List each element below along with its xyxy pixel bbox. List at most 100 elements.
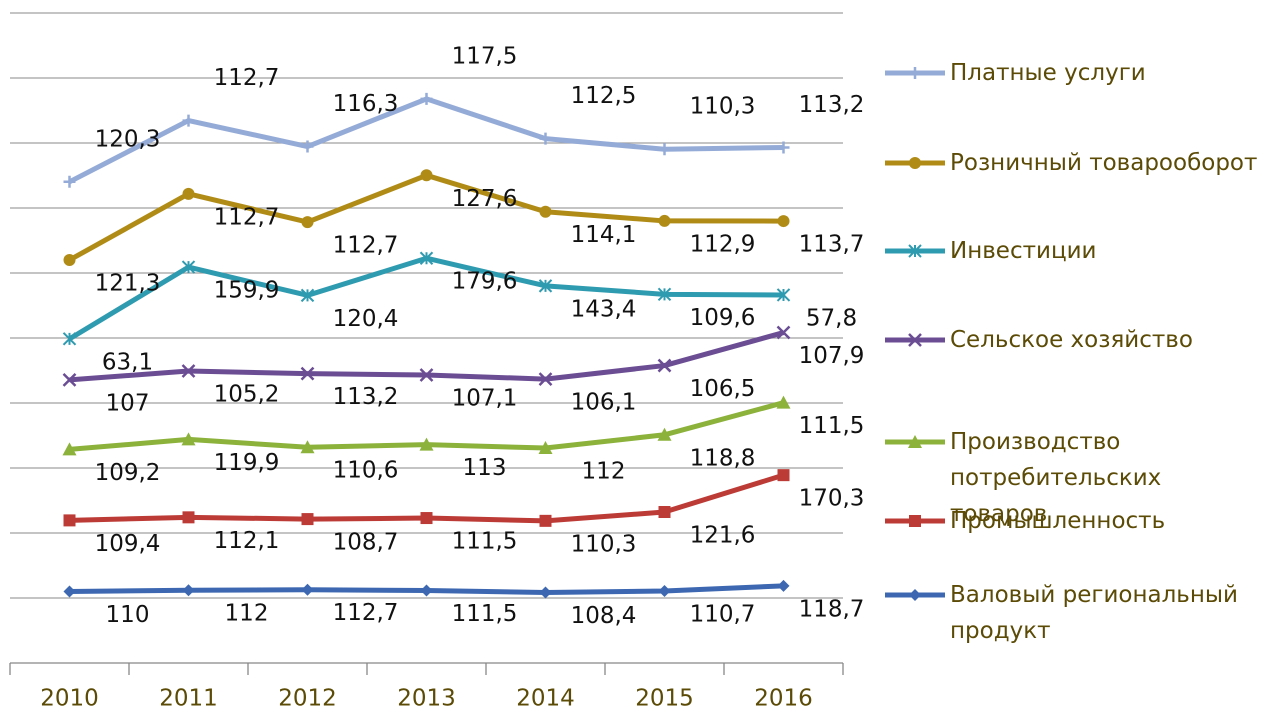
marker — [301, 140, 314, 153]
series-line — [69, 330, 785, 383]
marker — [300, 440, 315, 454]
marker — [539, 205, 552, 218]
marker — [776, 288, 791, 302]
data-label: 108,7 — [333, 530, 399, 556]
data-label: 111,5 — [799, 413, 865, 439]
marker — [62, 372, 77, 387]
data-label: 106,1 — [571, 390, 637, 416]
marker — [777, 141, 790, 154]
data-label: 121,3 — [95, 271, 161, 297]
data-label: 112,7 — [214, 204, 280, 230]
data-label: 114,1 — [571, 222, 637, 248]
legend-marker — [908, 435, 922, 448]
marker — [777, 215, 790, 228]
data-label: 159,9 — [214, 278, 280, 304]
marker — [420, 169, 433, 182]
data-label: 112,1 — [214, 528, 280, 554]
x-tick-label: 2016 — [754, 686, 813, 712]
marker — [300, 366, 315, 381]
x-tick-label: 2012 — [278, 686, 337, 712]
marker — [420, 512, 433, 525]
data-label: 118,8 — [690, 445, 756, 471]
data-label: 112 — [582, 459, 626, 485]
x-tick-label: 2015 — [635, 686, 694, 712]
marker — [62, 332, 77, 346]
legend-label: Инвестиции — [950, 238, 1097, 264]
legend-label: Платные услуги — [950, 60, 1146, 86]
legend-label: Промышленность — [950, 508, 1166, 534]
data-label: 105,2 — [214, 382, 280, 408]
marker — [776, 325, 791, 340]
marker — [63, 254, 76, 266]
legend-marker — [909, 67, 921, 79]
marker — [538, 441, 553, 455]
marker — [63, 514, 76, 527]
marker — [658, 143, 671, 156]
marker — [301, 513, 314, 526]
data-label: 110,6 — [333, 458, 399, 484]
marker — [658, 506, 671, 519]
legend-marker — [908, 244, 922, 258]
marker — [419, 437, 434, 451]
data-label: 120,4 — [333, 306, 399, 332]
data-label: 110,7 — [690, 602, 756, 628]
x-tick-label: 2014 — [516, 686, 575, 712]
data-label: 110,3 — [571, 531, 637, 557]
data-label: 116,3 — [333, 91, 399, 117]
marker — [300, 288, 315, 303]
data-label: 107,1 — [452, 385, 518, 411]
marker — [420, 584, 433, 597]
legend-label: Производство потребительских товаров — [950, 429, 1162, 527]
data-label: 107,9 — [799, 343, 865, 369]
marker — [182, 187, 195, 200]
legend-label: Сельское хозяйство — [950, 327, 1193, 353]
legend-label: Розничный товарооборот — [950, 150, 1258, 176]
data-label: 119,9 — [214, 450, 280, 476]
marker — [62, 442, 77, 456]
marker — [182, 114, 195, 127]
data-label: 111,5 — [452, 529, 518, 555]
data-label: 57,8 — [806, 305, 857, 331]
data-label: 179,6 — [452, 269, 518, 295]
marker — [539, 514, 552, 527]
data-label: 113,7 — [799, 232, 865, 258]
data-label: 112,7 — [214, 65, 280, 91]
marker — [657, 358, 672, 373]
marker — [181, 260, 196, 274]
data-label: 117,5 — [452, 43, 518, 69]
x-tick-label: 2013 — [397, 686, 456, 712]
data-label: 110,3 — [690, 94, 756, 120]
marker — [658, 585, 671, 598]
marker — [539, 586, 552, 599]
data-label: 112,5 — [571, 83, 637, 109]
data-label: 112,9 — [690, 231, 756, 257]
data-label: 112,7 — [333, 233, 399, 259]
legend-marker — [908, 333, 922, 347]
marker — [63, 585, 76, 598]
x-tick-label: 2011 — [159, 686, 218, 712]
marker — [182, 511, 195, 524]
series-line — [68, 255, 784, 341]
marker — [181, 364, 196, 378]
marker — [182, 584, 195, 597]
data-label: 113,2 — [333, 384, 399, 410]
data-label: 107 — [106, 390, 150, 416]
data-label: 110 — [106, 602, 150, 628]
marker — [63, 175, 76, 188]
data-label: 113 — [463, 455, 507, 481]
marker — [538, 279, 553, 293]
marker — [419, 251, 434, 265]
marker — [657, 427, 672, 441]
legend-marker — [909, 589, 921, 601]
marker — [657, 287, 672, 302]
data-label: 170,3 — [799, 486, 865, 512]
data-label: 108,4 — [571, 603, 637, 629]
legend-marker — [909, 515, 921, 527]
legend-label: Валовый региональный продукт — [950, 582, 1239, 644]
marker — [777, 469, 790, 482]
marker — [420, 92, 433, 105]
data-label: 112 — [225, 601, 269, 627]
data-label: 109,4 — [95, 531, 161, 557]
data-label: 143,4 — [571, 296, 637, 322]
data-label: 63,1 — [102, 349, 153, 375]
